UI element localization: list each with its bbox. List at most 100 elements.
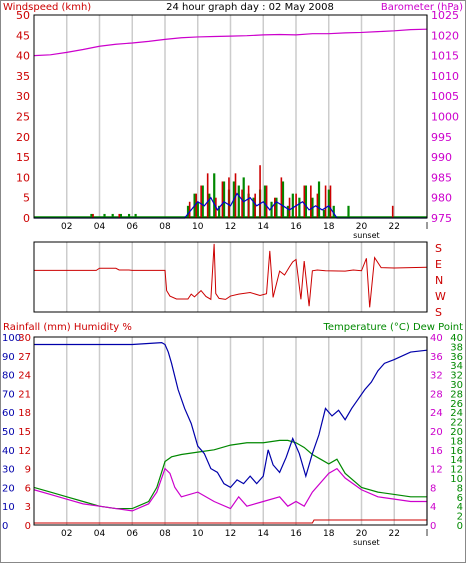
temp-series	[33, 342, 428, 524]
rain-tick-label: 3	[25, 502, 31, 513]
gust-bar	[274, 197, 276, 218]
wind-bar	[347, 205, 350, 218]
wind-tick-label: 25	[16, 111, 30, 124]
direction-line	[34, 243, 428, 308]
wind-bar	[281, 181, 285, 218]
dewpoint-tick-label: 4	[430, 502, 436, 513]
gust-bar	[221, 181, 224, 218]
humidity-tick-label: 80	[2, 371, 15, 382]
temperature-tick-label: 28	[450, 389, 463, 400]
temp-x-tick-label: 16	[290, 529, 302, 539]
dewpoint-tick-label: 20	[430, 427, 443, 438]
temperature-tick-label: 12	[450, 465, 463, 476]
sunset-label: sunset	[353, 231, 380, 240]
avg-wind-line	[34, 192, 427, 219]
temperature-tick-label: 10	[450, 474, 463, 485]
wind-bar	[103, 213, 106, 218]
gust-bar	[188, 201, 191, 218]
temperature-tick-label: 22	[450, 418, 463, 429]
baro-tick-label: 990	[431, 151, 452, 164]
baro-y-ticks: 975 980 985 990 995 1000 1005 1010 1015 1020 1025	[431, 9, 459, 225]
wind-tick-label: 15	[16, 151, 30, 164]
temperature-tick-label: 2	[457, 512, 463, 523]
temp-x-tick-label: 04	[94, 529, 106, 539]
dewpoint-tick-label: 28	[430, 389, 443, 400]
humidity-tick-label: 20	[2, 483, 15, 494]
temperature-tick-label: 6	[457, 493, 463, 504]
baro-tick-label: 985	[431, 171, 452, 184]
wind-tick-label: 45	[16, 29, 30, 42]
temp-x-tick-label: 12	[225, 529, 236, 539]
wind-bar	[263, 185, 267, 218]
direction-tick-label: S	[435, 242, 442, 255]
baro-tick-label: 1010	[431, 70, 459, 83]
wind-x-tick-label: 16	[290, 222, 302, 232]
rain-tick-label: 6	[25, 483, 31, 494]
wind-tick-label: 20	[16, 131, 30, 144]
rain-tick-label: 27	[18, 352, 31, 363]
wind-x-tick-label: 10	[192, 222, 204, 232]
temperature-tick-label: 36	[450, 352, 463, 363]
wind-tick-label: 30	[16, 90, 30, 103]
gust-bar	[254, 193, 256, 218]
dewpoint-tick-label: 12	[430, 465, 443, 476]
temperature-tick-label: 38	[450, 342, 463, 353]
wind-x-tick-label: l	[426, 222, 429, 232]
baro-tick-label: 980	[431, 192, 452, 205]
temp-x-tick-label: 08	[159, 529, 171, 539]
baro-tick-label: 1000	[431, 111, 459, 124]
humidity-tick-label: 50	[2, 427, 15, 438]
gust-bar	[316, 193, 319, 218]
wind-baro-panel: Windspeed (kmh) 24 hour graph day : 02 M…	[3, 2, 463, 240]
temp-x-tick-label: 20	[356, 529, 368, 539]
temperature-tick-label: 24	[450, 408, 463, 419]
gust-bar	[324, 185, 327, 218]
temperature-tick-label: 0	[457, 521, 463, 532]
baro-tick-label: 1020	[431, 29, 459, 42]
temp-x-tick-label: 10	[192, 529, 204, 539]
wind-bar	[201, 185, 204, 218]
wind-tick-label: 0	[23, 212, 30, 225]
direction-tick-label: N	[435, 274, 443, 287]
baro-tick-label: 1005	[431, 90, 459, 103]
wind-bar	[208, 193, 211, 218]
temperature-tick-label: 30	[450, 380, 463, 391]
wind-bar	[317, 181, 321, 218]
wind-bar	[298, 197, 301, 218]
gust-bar	[288, 197, 291, 218]
wind-tick-label: 50	[16, 9, 30, 22]
temp-x-tick-label: 02	[61, 529, 72, 539]
direction-series	[34, 243, 428, 308]
baro-tick-label: 1015	[431, 50, 459, 63]
gust-bar	[206, 173, 209, 218]
wind-tick-label: 10	[16, 171, 30, 184]
dewpoint-line	[33, 467, 427, 512]
wind-tick-label: 35	[16, 70, 30, 83]
rain-tick-label: 9	[25, 465, 31, 476]
temp-x-ticks: 02 04 06 08 10 12 14 16 18 20 22 l sunset	[61, 529, 428, 547]
temperature-tick-label: 26	[450, 399, 463, 410]
wind-y-ticks: 0 5 10 15 20 25 30 35 40 45 50	[16, 9, 30, 225]
wind-bar	[242, 177, 245, 218]
temperature-tick-label: 8	[457, 483, 463, 494]
rain-tick-label: 21	[18, 389, 31, 400]
dewpoint-tick-label: 40	[430, 333, 443, 344]
gust-bar	[195, 193, 198, 218]
wind-x-tick-label: 08	[159, 222, 171, 232]
wind-bar	[119, 213, 122, 218]
direction-tick-label: S	[435, 306, 442, 319]
wind-series	[33, 28, 428, 219]
rain-tick-label: 24	[18, 371, 31, 382]
chart-title: 24 hour graph day : 02 May 2008	[166, 2, 334, 13]
barometer-line	[33, 28, 428, 57]
temp-humidity-panel: Rainfall (mm) Humidity % Temperature (°C…	[2, 322, 463, 547]
humidity-tick-label: 100	[2, 333, 21, 344]
wind-x-tick-label: 12	[225, 222, 236, 232]
rain-humidity-axis-title: Rainfall (mm) Humidity %	[3, 322, 132, 333]
dewpoint-tick-label: 0	[430, 521, 436, 532]
temp-x-tick-label: 14	[258, 529, 270, 539]
gust-bar	[247, 185, 250, 218]
gust-bar	[118, 213, 121, 218]
